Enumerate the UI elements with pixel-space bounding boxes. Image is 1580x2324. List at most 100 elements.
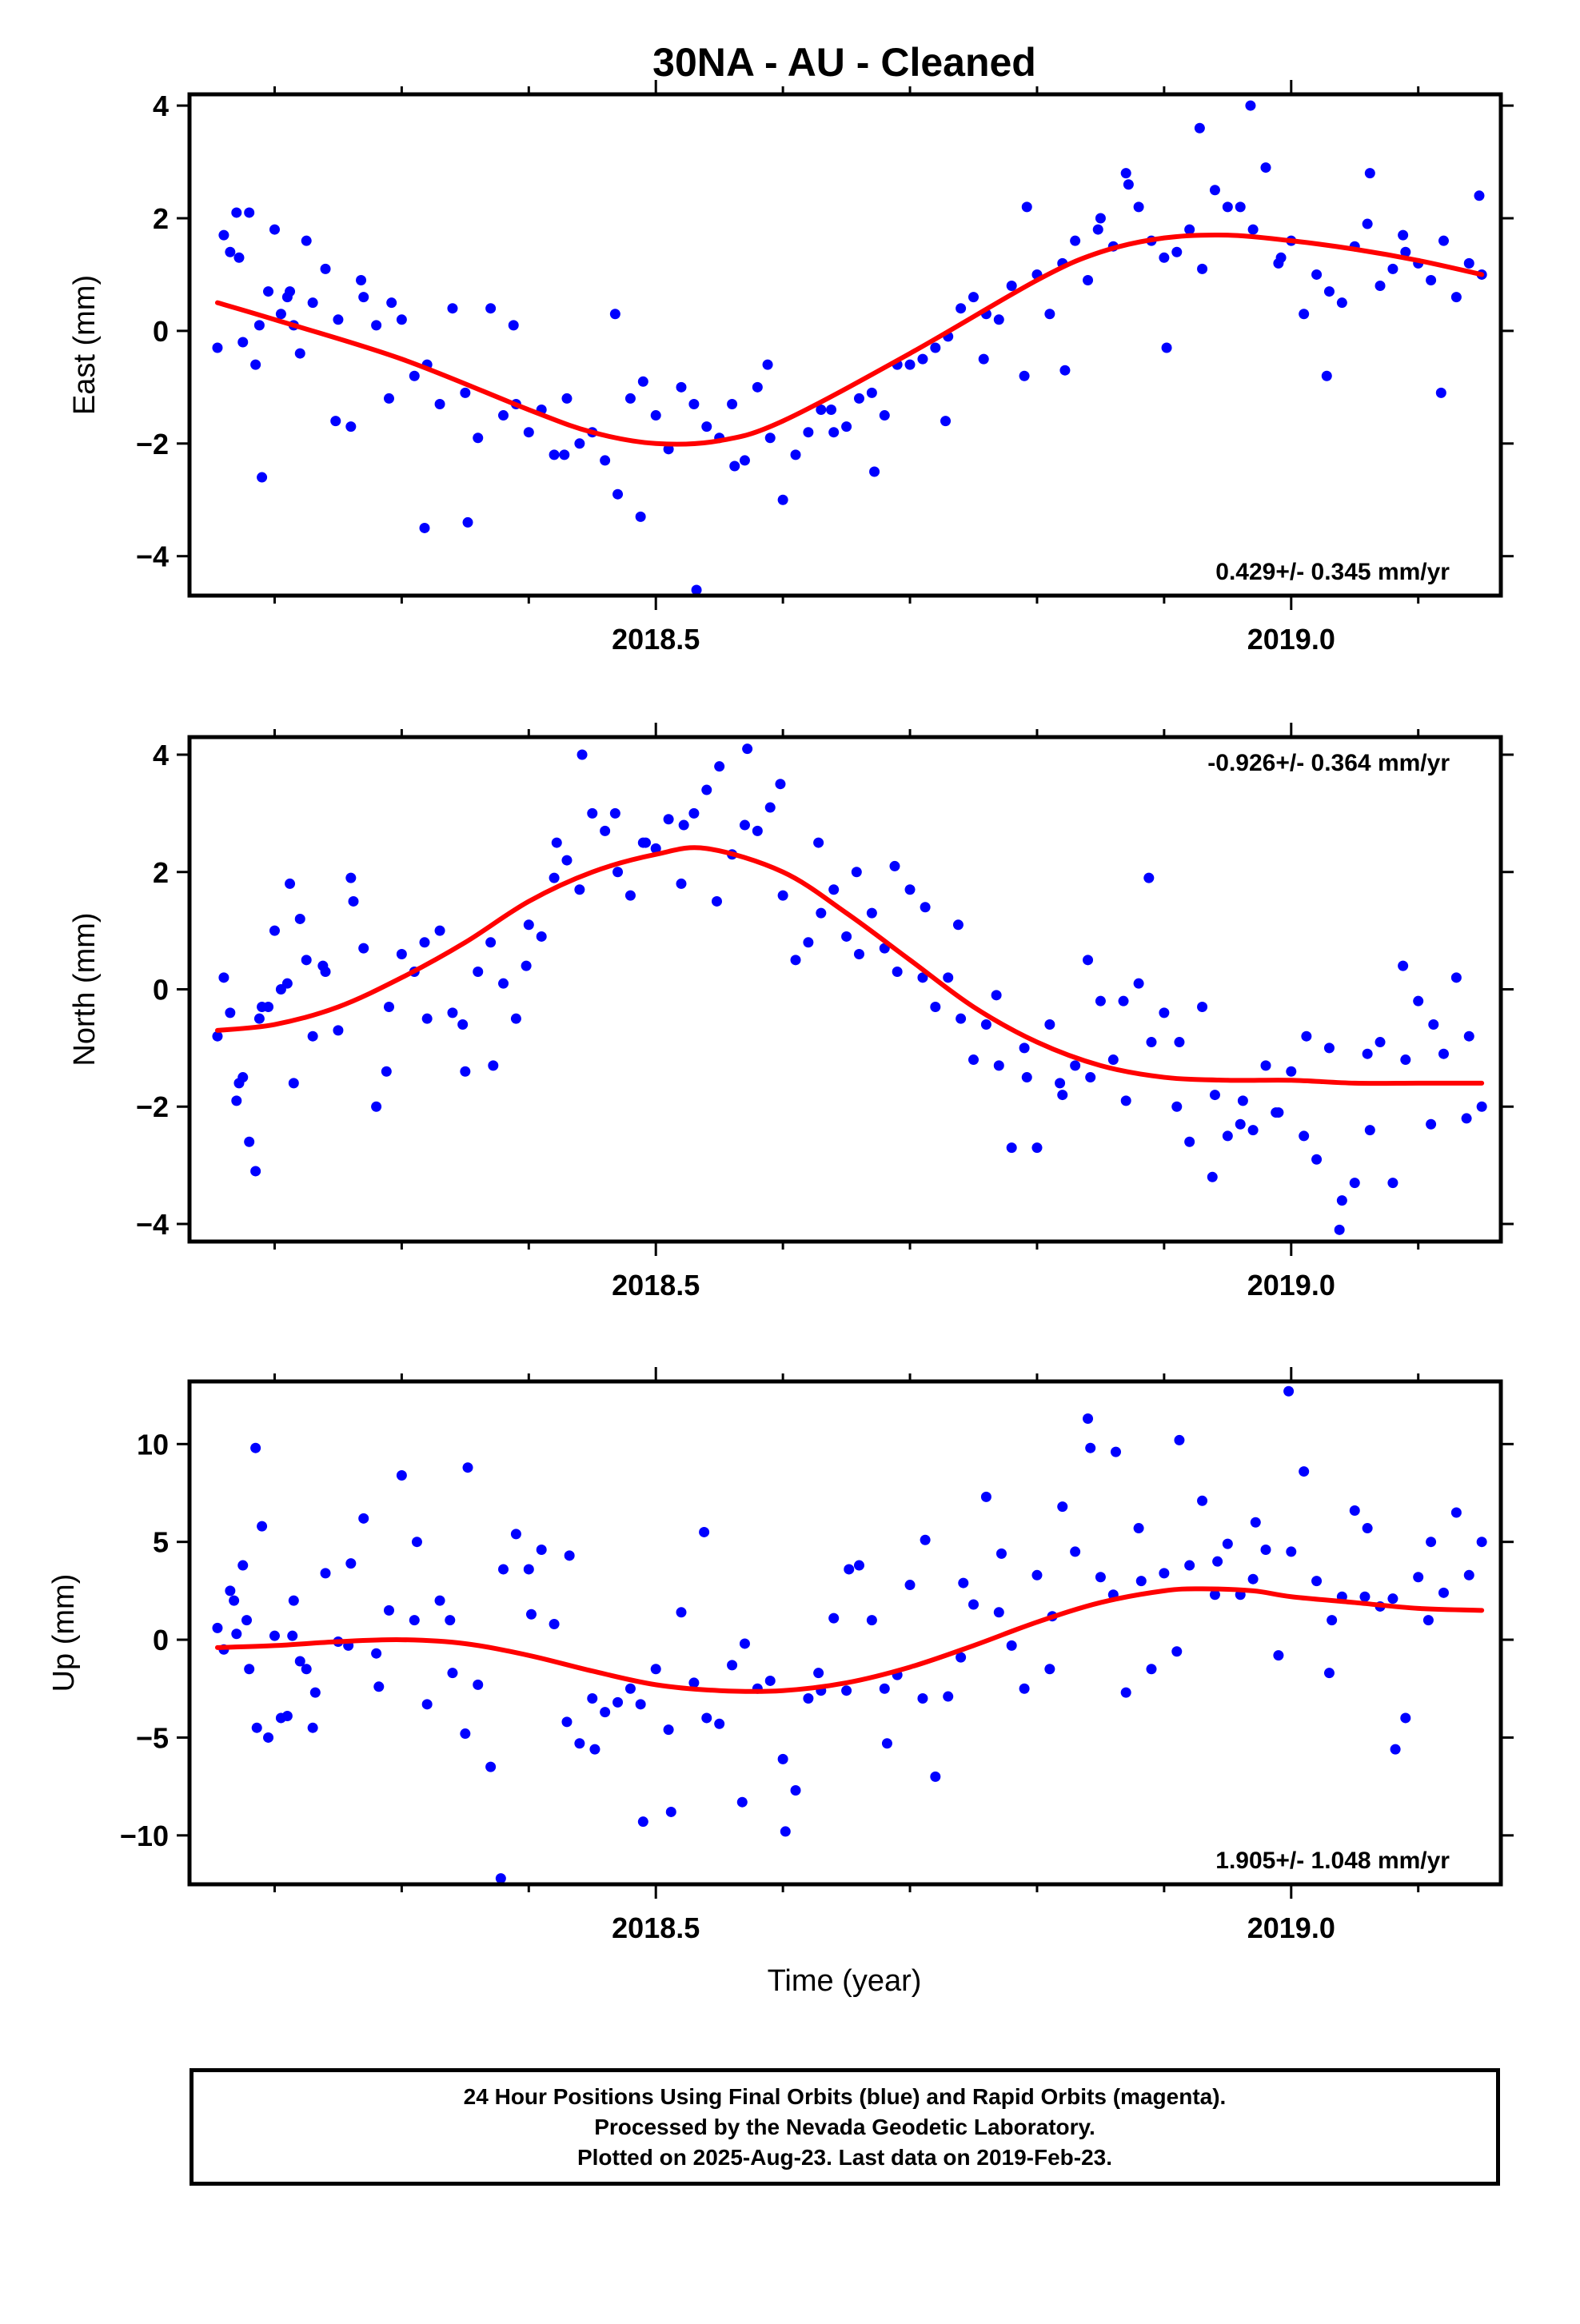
data-point [1387,1178,1398,1189]
data-point [917,353,928,365]
velocity-label: 0.429+/- 0.345 mm/yr [1215,559,1450,585]
data-point [688,398,700,409]
data-points [212,743,1487,1235]
data-point [1349,1178,1360,1189]
data-point [409,370,420,381]
data-point [853,1560,864,1571]
data-point [764,1675,776,1686]
y-tick-label: 2 [153,856,169,889]
data-point [1159,1007,1170,1018]
data-point [257,1521,268,1532]
data-point [269,925,280,936]
data-point [780,1826,791,1837]
y-tick-label: 5 [153,1526,169,1559]
data-point [980,1491,991,1502]
data-point [231,1628,242,1640]
data-point [1120,1687,1131,1698]
data-point [1299,309,1310,320]
data-point [244,1664,255,1675]
data-point [1070,1060,1081,1071]
data-point [691,584,702,596]
data-point [1311,1576,1323,1587]
data-point [285,286,296,297]
data-point [1209,1589,1220,1600]
data-point [739,455,750,466]
data-point [889,860,900,871]
data-point [358,1513,369,1524]
data-point [275,309,286,320]
data-point [1245,100,1256,111]
data-point [525,1608,537,1620]
data-point [1222,1538,1233,1549]
data-point [1463,257,1474,269]
y-tick-label: −2 [136,1090,169,1123]
data-point [952,919,964,931]
data-point [307,1722,318,1733]
data-point [676,381,687,393]
data-point [1426,274,1437,285]
y-tick-label: 0 [153,315,169,348]
data-point [1323,1668,1335,1679]
data-point [551,837,562,848]
data-point [777,1753,788,1764]
data-point [1387,263,1398,274]
data-point [1212,1556,1223,1567]
data-point [1057,1090,1068,1101]
data-points [212,1385,1487,1884]
data-point [1110,1446,1121,1457]
data-point [1222,201,1233,213]
data-point [1207,1171,1218,1182]
data-point [257,472,268,483]
data-point [1400,246,1411,257]
data-point [1085,1442,1096,1453]
data-point [231,207,242,218]
plot-background [190,1381,1501,1884]
data-point [1143,872,1155,883]
data-point [510,1013,521,1024]
data-point [739,1638,750,1649]
data-point [473,966,484,977]
data-point [1450,972,1462,983]
data-point [1146,1664,1157,1675]
data-point [301,235,312,246]
data-point [956,1013,967,1024]
plot-frame [187,92,1503,598]
data-point [701,1712,712,1724]
data-point [549,449,560,460]
data-point [460,387,471,398]
data-point [409,1615,420,1626]
data-point [1085,1072,1096,1083]
data-point [371,320,382,331]
y-tick-label: 4 [153,739,169,771]
data-point [253,1013,265,1024]
data-point [434,925,445,936]
data-point [993,1607,1004,1618]
data-point [752,381,763,393]
data-point [978,353,989,365]
data-point [1435,387,1446,398]
data-point [1413,1572,1424,1583]
footer-line-1: 24 Hour Positions Using Final Orbits (bl… [463,2083,1227,2109]
data-point [212,1622,223,1633]
data-point [373,1681,385,1692]
y-tick-label: 4 [153,90,169,122]
data-point [790,449,801,460]
data-point [764,433,776,444]
data-point [1174,1037,1185,1048]
data-point [640,837,652,848]
data-point [1197,1002,1208,1013]
data-point [1133,1523,1144,1534]
data-point [587,807,598,819]
data-point [764,802,776,813]
data-point [508,320,519,331]
data-point [301,955,312,966]
data-point [841,931,852,942]
data-point [777,890,788,901]
data-point [269,1630,280,1641]
data-point [421,1699,433,1710]
data-point [1209,185,1220,196]
data-point [995,1548,1007,1559]
data-point [317,960,329,971]
data-point [1159,252,1170,263]
